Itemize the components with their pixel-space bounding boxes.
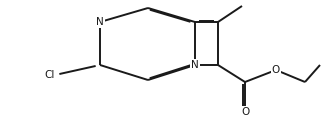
- Text: O: O: [272, 65, 280, 75]
- Text: N: N: [96, 17, 104, 27]
- Text: O: O: [241, 107, 249, 117]
- Text: Cl: Cl: [45, 70, 55, 80]
- Text: N: N: [191, 60, 199, 70]
